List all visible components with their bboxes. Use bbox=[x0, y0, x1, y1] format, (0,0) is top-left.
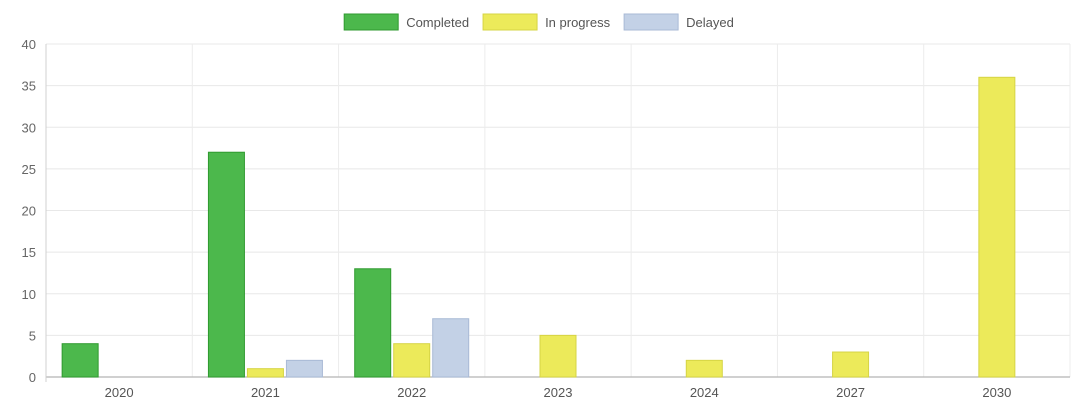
bars bbox=[61, 76, 1016, 378]
bar-delayed-2022[interactable] bbox=[432, 318, 470, 378]
legend-item-in-progress[interactable]: In progress bbox=[482, 13, 611, 31]
y-tick-label: 10 bbox=[22, 287, 36, 302]
bar-in-progress-2023[interactable] bbox=[539, 334, 577, 378]
bar-completed-2021[interactable] bbox=[207, 151, 245, 378]
x-tick-label: 2022 bbox=[397, 385, 426, 400]
legend-label: In progress bbox=[545, 15, 611, 30]
grid-lines bbox=[45, 43, 1071, 377]
legend[interactable]: Completed In progress Delayed bbox=[343, 13, 734, 31]
bar-in-progress-2030[interactable] bbox=[978, 76, 1016, 378]
y-tick-labels: 0 5 10 15 20 25 30 35 40 bbox=[22, 37, 36, 385]
bar-in-progress-2022[interactable] bbox=[393, 343, 431, 378]
x-tick-label: 2027 bbox=[836, 385, 865, 400]
legend-item-delayed[interactable]: Delayed bbox=[623, 13, 734, 31]
legend-label: Completed bbox=[406, 15, 469, 30]
y-tick-label: 30 bbox=[22, 120, 36, 135]
y-tick-label: 25 bbox=[22, 162, 36, 177]
legend-swatch bbox=[482, 13, 538, 31]
axes bbox=[45, 44, 1070, 382]
bar-completed-2020[interactable] bbox=[61, 343, 99, 378]
y-tick-label: 20 bbox=[22, 204, 36, 219]
x-tick-label: 2030 bbox=[982, 385, 1011, 400]
legend-item-completed[interactable]: Completed bbox=[343, 13, 469, 31]
bar-completed-2022[interactable] bbox=[354, 268, 392, 378]
y-tick-label: 35 bbox=[22, 79, 36, 94]
legend-label: Delayed bbox=[686, 15, 734, 30]
y-tick-label: 5 bbox=[29, 328, 36, 343]
bar-in-progress-2024[interactable] bbox=[685, 359, 723, 378]
x-tick-label: 2023 bbox=[544, 385, 573, 400]
y-tick-label: 40 bbox=[22, 37, 36, 52]
bar-in-progress-2027[interactable] bbox=[832, 351, 870, 378]
bar-in-progress-2021[interactable] bbox=[246, 368, 284, 378]
y-tick-label: 15 bbox=[22, 245, 36, 260]
legend-swatch bbox=[343, 13, 399, 31]
x-tick-label: 2020 bbox=[105, 385, 134, 400]
x-tick-labels: 2020 2021 2022 2023 2024 2027 2030 bbox=[105, 385, 1012, 400]
bar-delayed-2021[interactable] bbox=[285, 359, 323, 378]
legend-swatch bbox=[623, 13, 679, 31]
x-tick-label: 2021 bbox=[251, 385, 280, 400]
y-tick-label: 0 bbox=[29, 370, 36, 385]
x-tick-label: 2024 bbox=[690, 385, 719, 400]
